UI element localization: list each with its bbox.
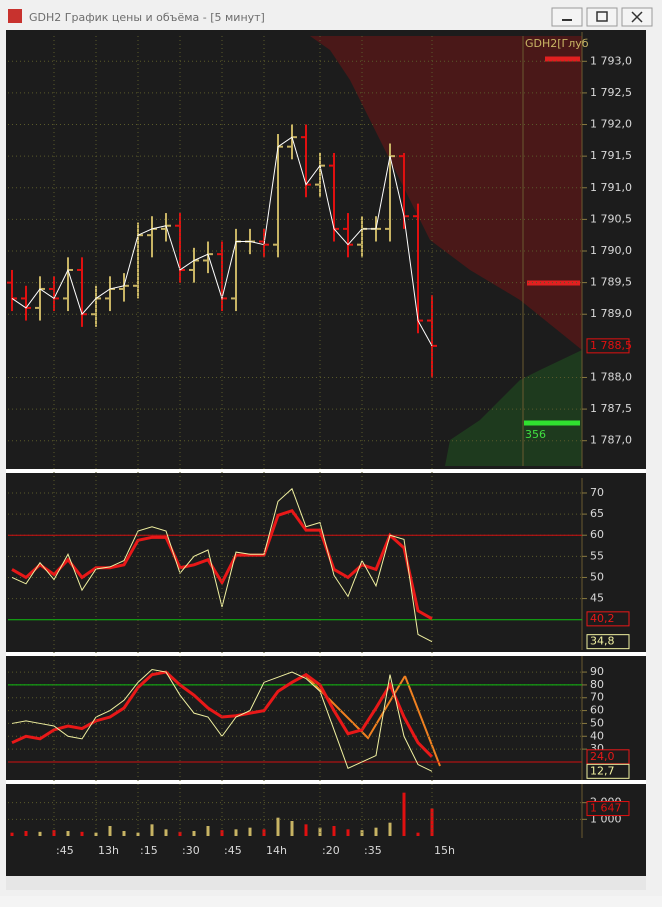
x-tick-label: :35 <box>364 844 382 857</box>
y-tick-label: 1 792,0 <box>590 118 632 131</box>
x-tick-label: :45 <box>224 844 242 857</box>
last-value-box <box>586 338 630 354</box>
y-tick-label: 60 <box>590 528 604 541</box>
volume-bar <box>346 829 350 836</box>
volume-bar <box>94 832 98 836</box>
y-tick-label: 1 790,5 <box>590 212 632 225</box>
volume-bar <box>108 826 112 836</box>
maximize-icon <box>596 11 608 22</box>
last-value-box <box>586 749 630 765</box>
last-value-label: 12,7 <box>590 764 615 777</box>
volume-bar <box>402 792 406 836</box>
annotation-arrow <box>404 675 441 767</box>
x-tick-label: :15 <box>140 844 158 857</box>
volume-bar <box>66 831 70 836</box>
volume-bar <box>10 832 14 836</box>
volume-bar <box>248 827 252 836</box>
volume-bar <box>178 831 182 836</box>
y-tick-label: 45 <box>590 592 604 605</box>
y-tick-label: 60 <box>590 704 604 717</box>
y-tick-label: 1 793,0 <box>590 54 632 67</box>
last-value-label: 24,0 <box>590 750 615 763</box>
volume-bar <box>38 831 42 836</box>
last-value-box <box>586 801 630 817</box>
y-tick-label: 90 <box>590 665 604 678</box>
x-tick-label: :20 <box>322 844 340 857</box>
y-tick-label: 65 <box>590 507 604 520</box>
volume-bar <box>164 829 168 836</box>
volume-bar <box>276 817 280 836</box>
y-tick-label: 80 <box>590 678 604 691</box>
y-tick-label: 1 788,0 <box>590 370 632 383</box>
scrollbar[interactable] <box>6 876 646 890</box>
volume-bar <box>374 827 378 836</box>
volume-bar <box>206 826 210 836</box>
volume-bar <box>430 808 434 836</box>
y-tick-label: 1 790,0 <box>590 244 632 257</box>
volume-bar <box>52 830 56 836</box>
y-tick-label: 55 <box>590 549 604 562</box>
bid-depth <box>445 350 582 466</box>
x-tick-label: 15h <box>434 844 455 857</box>
y-tick-label: 1 787,0 <box>590 434 632 447</box>
status-bar <box>0 896 662 907</box>
volume-bar <box>304 824 308 836</box>
volume-bar <box>416 832 420 836</box>
app-icon <box>8 9 22 23</box>
volume-bar <box>234 829 238 836</box>
y-tick-label: 1 792,5 <box>590 86 632 99</box>
last-value-label: 1 788,5 <box>590 339 632 352</box>
volume-bar <box>220 830 224 836</box>
minimize-button[interactable] <box>551 7 583 27</box>
x-tick-label: :30 <box>182 844 200 857</box>
last-value-label: 34,8 <box>590 635 615 648</box>
y-tick-label: 1 789,0 <box>590 307 632 320</box>
y-tick-label: 70 <box>590 691 604 704</box>
indicator-line <box>11 670 434 758</box>
volume-bar <box>150 824 154 836</box>
close-icon <box>631 11 643 23</box>
volume-bar <box>192 831 196 836</box>
depth-volume: 356 <box>525 428 546 441</box>
last-value-box <box>586 763 630 779</box>
volume-bar <box>136 832 140 836</box>
depth-header: GDH2[Глуб <box>525 37 589 50</box>
volume-bar <box>360 830 364 836</box>
volume-bar <box>24 831 28 836</box>
y-tick-label: 70 <box>590 486 604 499</box>
panel-separator <box>6 652 646 656</box>
last-value-label: 1 647 <box>590 802 622 815</box>
volume-bar <box>388 822 392 836</box>
y-tick-label: 1 791,0 <box>590 181 632 194</box>
window-title: GDH2 График цены и объёма - [5 минут] <box>29 11 265 24</box>
volume-bar <box>318 827 322 836</box>
volume-bar <box>80 831 84 836</box>
y-tick-label: 50 <box>590 716 604 729</box>
y-tick-label: 1 787,5 <box>590 402 632 415</box>
volume-bar <box>122 831 126 836</box>
ask-depth <box>310 36 582 350</box>
x-tick-label: 14h <box>266 844 287 857</box>
panel-separator <box>6 469 646 473</box>
x-tick-label: 13h <box>98 844 119 857</box>
volume-bar <box>290 821 294 836</box>
panel-separator <box>6 780 646 784</box>
volume-bar <box>332 826 336 836</box>
y-tick-label: 1 789,5 <box>590 276 632 289</box>
last-value-label: 40,2 <box>590 612 615 625</box>
last-value-box <box>586 611 630 627</box>
y-tick-label: 1 791,5 <box>590 149 632 162</box>
y-tick-label: 40 <box>590 729 604 742</box>
last-value-box <box>586 634 630 650</box>
maximize-button[interactable] <box>586 7 618 27</box>
x-tick-label: :45 <box>56 844 74 857</box>
y-tick-label: 50 <box>590 570 604 583</box>
